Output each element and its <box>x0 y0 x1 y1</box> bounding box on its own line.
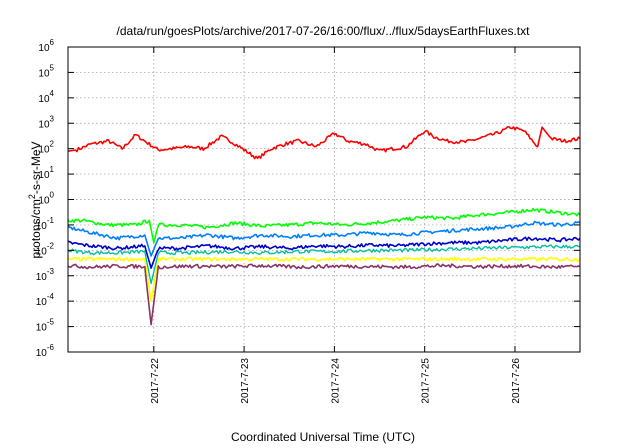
y-tick-exponent: 5 <box>50 63 55 72</box>
y-tick-base: 10 <box>38 196 50 207</box>
y-tick-label: 100 <box>38 191 54 207</box>
y-tick-base: 10 <box>36 348 48 359</box>
y-tick-label: 10-4 <box>36 292 55 308</box>
y-tick-label: 10-3 <box>36 267 55 283</box>
y-tick-exponent: -6 <box>47 343 55 352</box>
y-tick-base: 10 <box>38 145 50 156</box>
y-tick-exponent: 1 <box>50 165 55 174</box>
y-tick-label: 10-5 <box>36 318 55 334</box>
y-tick-label: 105 <box>38 63 54 79</box>
y-tick-exponent: -4 <box>47 292 55 301</box>
y-tick-base: 10 <box>36 221 48 232</box>
y-tick-label: 10-2 <box>36 241 55 257</box>
series-line-6 <box>67 256 581 302</box>
series-line-5 <box>67 244 580 285</box>
x-tick-label: 2017-7-24 <box>330 358 341 404</box>
y-tick-exponent: 4 <box>50 89 55 98</box>
grid <box>68 47 580 352</box>
y-tick-exponent: -1 <box>47 216 55 225</box>
y-tick-base: 10 <box>38 43 50 54</box>
y-tick-label: 102 <box>38 140 54 156</box>
y-axis-label-prefix: protons/cm <box>29 199 43 258</box>
y-tick-base: 10 <box>36 246 48 257</box>
chart-title: /data/run/goesPlots/archive/2017-07-26/1… <box>117 24 531 38</box>
series-line-7 <box>67 263 581 326</box>
y-tick-exponent: 6 <box>50 38 55 47</box>
y-tick-label: 104 <box>38 89 54 105</box>
y-tick-label: 103 <box>38 114 54 130</box>
x-tick-label: 2017-7-26 <box>511 358 522 404</box>
x-tick-label: 2017-7-25 <box>421 358 432 404</box>
y-axis-label: protons/cm2-s-sr-MeV <box>27 141 43 258</box>
y-tick-exponent: -2 <box>47 241 55 250</box>
y-axis-label-sup: 2 <box>27 194 37 199</box>
x-tick-label: 2017-7-22 <box>150 358 161 404</box>
y-tick-label: 10-6 <box>36 343 55 359</box>
y-tick-exponent: 2 <box>50 140 55 149</box>
x-tick-label: 2017-7-23 <box>240 358 251 404</box>
y-tick-exponent: 3 <box>50 114 55 123</box>
y-tick-base: 10 <box>36 323 48 334</box>
series-line-4 <box>67 236 581 269</box>
y-tick-label: 10-1 <box>36 216 55 232</box>
y-tick-label: 101 <box>38 165 54 181</box>
ticks: 10-610-510-410-310-210-11001011021031041… <box>36 38 580 404</box>
y-tick-exponent: 0 <box>50 191 55 200</box>
series-line-1 <box>67 126 581 160</box>
y-tick-base: 10 <box>38 94 50 105</box>
y-tick-exponent: -3 <box>47 267 55 276</box>
series-line-3 <box>67 220 581 257</box>
y-axis-label-suffix: -s-sr-MeV <box>29 141 43 194</box>
y-tick-label: 106 <box>38 38 54 54</box>
y-tick-base: 10 <box>36 272 48 283</box>
y-tick-base: 10 <box>38 119 50 130</box>
y-tick-base: 10 <box>38 170 50 181</box>
series-layer <box>67 126 581 326</box>
y-tick-exponent: -5 <box>47 318 55 327</box>
y-tick-base: 10 <box>36 297 48 308</box>
series-line-2 <box>67 207 581 244</box>
y-tick-base: 10 <box>38 68 50 79</box>
x-axis-label: Coordinated Universal Time (UTC) <box>231 430 415 444</box>
